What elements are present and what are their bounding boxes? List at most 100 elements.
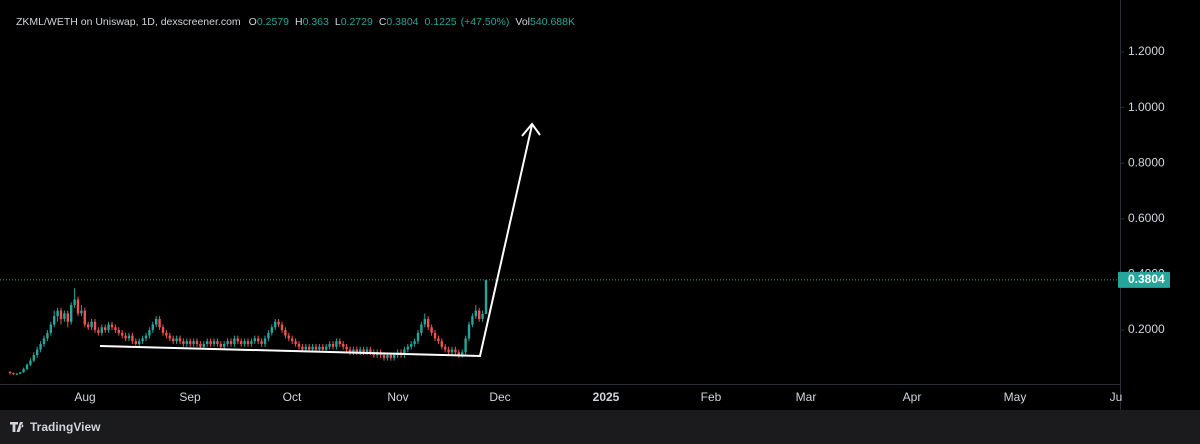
candle-body	[182, 341, 185, 344]
x-tick-label: Dec	[489, 390, 510, 404]
candle-body	[185, 341, 188, 344]
candle-body	[270, 327, 273, 333]
candle-body	[39, 343, 42, 350]
candle-body	[202, 343, 205, 347]
ohlc-label: O	[249, 16, 257, 28]
candle-body	[420, 324, 423, 333]
title: ZKML/WETH on Uniswap, 1D, dexscreener.co…	[16, 16, 241, 28]
candle-body	[175, 338, 178, 342]
candle-body	[195, 341, 199, 344]
candle-body	[291, 338, 294, 342]
candle-body	[138, 341, 141, 344]
candle-body	[189, 341, 192, 344]
candle-body	[410, 343, 413, 347]
candle-body	[369, 349, 372, 353]
candle-body	[144, 335, 148, 339]
candle-body	[127, 335, 131, 339]
candle-body	[168, 335, 171, 339]
candle-body	[437, 338, 440, 342]
candle-body	[53, 316, 56, 325]
candle-body	[440, 341, 443, 347]
candle-body	[49, 324, 52, 333]
candle-body	[83, 310, 86, 325]
ohlc: O0.2579 H0.363 L0.2729 C0.3804	[249, 16, 419, 28]
candle-body	[233, 338, 236, 344]
ohlc-label: C	[379, 16, 387, 28]
candle-body	[250, 341, 253, 344]
candle-body	[447, 349, 450, 353]
candle-body	[76, 299, 80, 314]
candle-body	[178, 338, 182, 342]
x-tick-label: Feb	[701, 390, 722, 404]
candle-body	[284, 330, 287, 336]
candle-body	[352, 349, 355, 353]
candle-body	[277, 321, 280, 325]
candle-body	[19, 372, 22, 374]
candle-body	[15, 373, 18, 375]
candle-body	[209, 341, 212, 344]
candle-body	[416, 332, 420, 342]
candle-body	[155, 318, 158, 325]
candle-body	[338, 341, 341, 344]
candle-body	[236, 338, 239, 342]
candle-body	[70, 305, 73, 322]
candle-body	[46, 332, 49, 339]
candle-body	[430, 327, 433, 333]
candle-body	[427, 318, 430, 328]
candle-body	[297, 343, 301, 347]
candle-body	[253, 338, 256, 342]
candle-body	[117, 330, 120, 333]
candle-body	[223, 343, 226, 347]
candle-body	[389, 355, 392, 358]
candle-body	[151, 324, 154, 331]
candle-body	[42, 338, 46, 344]
candle-body	[8, 371, 12, 374]
legend-line: ZKML/WETH on Uniswap, 1D, dexscreener.co…	[16, 16, 575, 28]
x-tick-label: Ju	[1110, 390, 1123, 404]
candle-body	[471, 316, 474, 325]
candle-body	[304, 346, 307, 350]
candle-body	[22, 368, 25, 373]
candle-body	[32, 355, 35, 361]
y-tick-label: 0.6000	[1128, 211, 1165, 225]
x-tick-label: 2025	[593, 390, 620, 404]
candle-body	[461, 352, 464, 356]
y-tick-label: 0.2000	[1128, 322, 1165, 336]
candle-body	[267, 332, 270, 339]
candle-body	[80, 310, 83, 314]
candle-body	[131, 335, 134, 342]
candle-body	[63, 313, 66, 319]
candle-body	[464, 338, 467, 353]
candle-body	[311, 346, 314, 350]
candle-body	[100, 327, 103, 333]
arrow-head	[521, 122, 541, 137]
candle-body	[36, 349, 39, 356]
vol: 540.688K	[530, 16, 575, 28]
candle-body	[406, 346, 409, 350]
candle-body	[216, 341, 219, 344]
candle-body	[226, 341, 229, 344]
ohlc-label: H	[295, 16, 303, 28]
candle-body	[294, 341, 297, 344]
candle-body	[104, 327, 107, 331]
y-tick-label: 1.0000	[1128, 100, 1165, 114]
candle-body	[59, 310, 63, 319]
candle-body	[172, 338, 175, 342]
candle-body	[345, 346, 348, 350]
candle-body	[206, 341, 209, 344]
change: 0.1225	[425, 16, 457, 28]
candle-body	[56, 310, 59, 317]
candle-body	[73, 299, 76, 306]
candle-body	[386, 355, 389, 358]
candle-body	[219, 343, 222, 347]
candle-body	[229, 341, 233, 344]
candle-body	[97, 330, 100, 333]
candle-body	[362, 349, 365, 353]
candle-body	[325, 346, 328, 350]
candle-body	[335, 341, 338, 347]
candle-body	[141, 338, 144, 342]
candle-body	[359, 349, 362, 353]
candle-body	[342, 343, 345, 347]
